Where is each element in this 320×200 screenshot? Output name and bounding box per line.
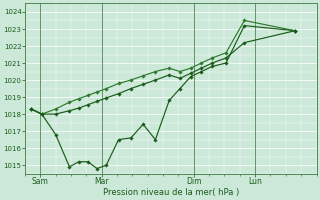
X-axis label: Pression niveau de la mer( hPa ): Pression niveau de la mer( hPa ) — [103, 188, 239, 197]
